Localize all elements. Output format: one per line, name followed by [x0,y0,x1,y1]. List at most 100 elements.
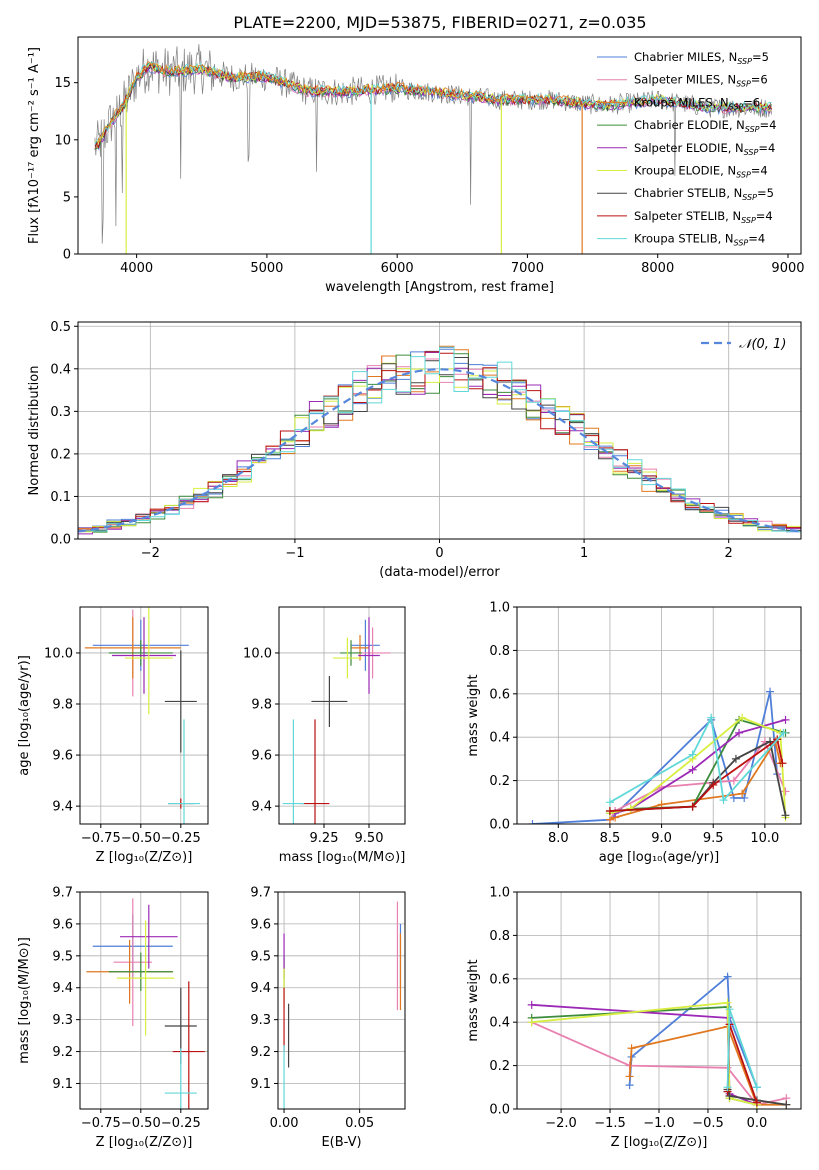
panel-residuals: −2 −1 0 1 2 0.0 0.1 0.2 0.3 0.4 0.5 (data-model)/er… [27,320,802,580]
legend-label-main: Chabrier STELIB, N [634,186,742,200]
legend-label-sub: SSP [737,57,752,66]
tick-label-x: 9.50 [355,831,384,846]
axes-frame [77,321,802,540]
plot-area [282,617,391,824]
data-point-marker [723,972,732,981]
data-point-marker [707,713,716,722]
fit-legend-label: 𝒩(0, 1) [739,337,786,352]
legend-label-count: =4 [756,209,773,223]
axes-frame [516,606,802,825]
legend-label-sub: SSP [734,239,749,248]
tick-label-x: 2 [725,546,733,561]
plot-area [86,898,205,1109]
data-point-marker [781,787,790,796]
tick-label-y: 1.0 [489,601,510,616]
legend-label-count: =4 [758,141,775,155]
x-axis-label: Z [log₁₀(Z/Z⊙)] [96,1135,193,1150]
legend-label-count: =5 [757,186,774,200]
data-point-marker [625,1072,634,1081]
legend-label: Chabrier ELODIE, NSSP=4 [634,118,776,134]
tick-label-y: 9.4 [250,981,271,996]
data-point-marker [738,713,747,722]
tick-label-y: 0.8 [489,929,510,944]
x-axis-label: Z [log₁₀(Z/Z⊙)] [611,1135,708,1150]
axes-frame [79,606,209,825]
tick-label-x: 0.05 [345,1116,374,1131]
tick-label-y: 0.4 [489,1016,510,1031]
tick-label-x: 9000 [771,261,804,276]
tick-label-y: 9.5 [250,949,271,964]
legend-label-sub: SSP [745,125,760,134]
data-point-marker [731,754,740,763]
tick-label-y: 9.4 [52,800,73,815]
data-point-marker [527,1018,536,1027]
x-axis-label: Z [log₁₀(Z/Z⊙)] [96,850,193,865]
tick-label-x: −0.25 [161,831,201,846]
axes-frame [277,891,406,1110]
data-point-marker [527,1000,536,1009]
data-point-marker [752,1083,761,1092]
tick-label-y: 0.0 [489,818,510,833]
mass-weight-line [726,1008,758,1088]
normal-fit-curve [78,368,801,533]
data-point-marker [782,1100,791,1109]
histogram-step [78,346,801,532]
tick-label-y: 9.2 [52,1045,73,1060]
plot-area [78,345,801,535]
legend-label: Kroupa STELIB, NSSP=4 [634,232,765,248]
tick-label-x: 4000 [120,261,153,276]
tick-label-x: 10.0 [750,831,779,846]
legend-label: Chabrier STELIB, NSSP=5 [634,186,774,202]
model-spectrum [94,62,772,149]
data-point-marker [781,811,790,820]
legend-label-main: Salpeter STELIB, N [634,209,741,223]
legend-label-main: Chabrier ELODIE, N [634,118,745,132]
tick-label-y: 9.4 [251,800,272,815]
tick-label-y: 0.4 [489,731,510,746]
plot-area [527,972,791,1109]
data-point-marker [688,765,697,774]
legend-label-main: Chabrier MILES, N [634,50,737,64]
tick-label-x: 5000 [250,261,283,276]
histogram-step [78,362,801,533]
legend-label-sub: SSP [736,171,751,180]
data-point-marker [723,998,732,1007]
panel-mass-vs-Z: −0.75 −0.50 −0.25 9.1 9.2 9.3 9.4 9.5 9.6 9.7 Z [l… [17,886,209,1150]
legend-label-main: Kroupa STELIB, N [634,232,734,246]
y-axis-label: mass weight [466,959,481,1041]
x-axis-label: (data-model)/error [379,565,500,580]
legend-label: Salpeter MILES, NSSP=6 [634,73,768,89]
tick-label-x: −1 [285,546,304,561]
y-axis-label: Flux [fλ10⁻¹⁷ erg cm⁻² s⁻¹ A⁻¹] [27,47,42,244]
tick-label-y: 9.5 [52,949,73,964]
tick-label-x: 6000 [381,261,414,276]
tick-label-y: 0 [63,248,71,263]
tick-label-y: 9.6 [52,749,73,764]
data-point-marker [725,1091,734,1100]
tick-label-x: 9.0 [651,831,672,846]
data-point-marker [627,1044,636,1053]
tick-label-x: −1.5 [594,1116,626,1131]
tick-label-y: 0.0 [489,1103,510,1118]
legend-label-sub: SSP [744,148,759,157]
tick-label-x: 7000 [511,261,544,276]
tick-label-y: 15 [54,76,71,91]
axes-frame [79,891,209,1110]
tick-label-x: −2 [141,546,160,561]
tick-label-x: 8000 [641,261,674,276]
tick-label-y: 9.6 [250,917,271,932]
axes-frame [516,891,802,1110]
panel-spectrum: 4000 5000 6000 7000 8000 9000 0 5 10 15 wavelength… [27,36,805,295]
tick-label-x: 9.25 [310,831,339,846]
data-point-marker [781,715,790,724]
data-point-marker [605,806,614,815]
tick-label-y: 10.0 [44,646,73,661]
legend-label-count: =6 [743,95,760,109]
tick-label-y: 0.6 [489,687,510,702]
legend-label-count: =5 [752,50,769,64]
tick-label-y: 0.1 [50,490,71,505]
figure-title: PLATE=2200, MJD=53875, FIBERID=0271, z=0… [233,13,646,32]
legend-label-main: Kroupa ELODIE, N [634,164,736,178]
